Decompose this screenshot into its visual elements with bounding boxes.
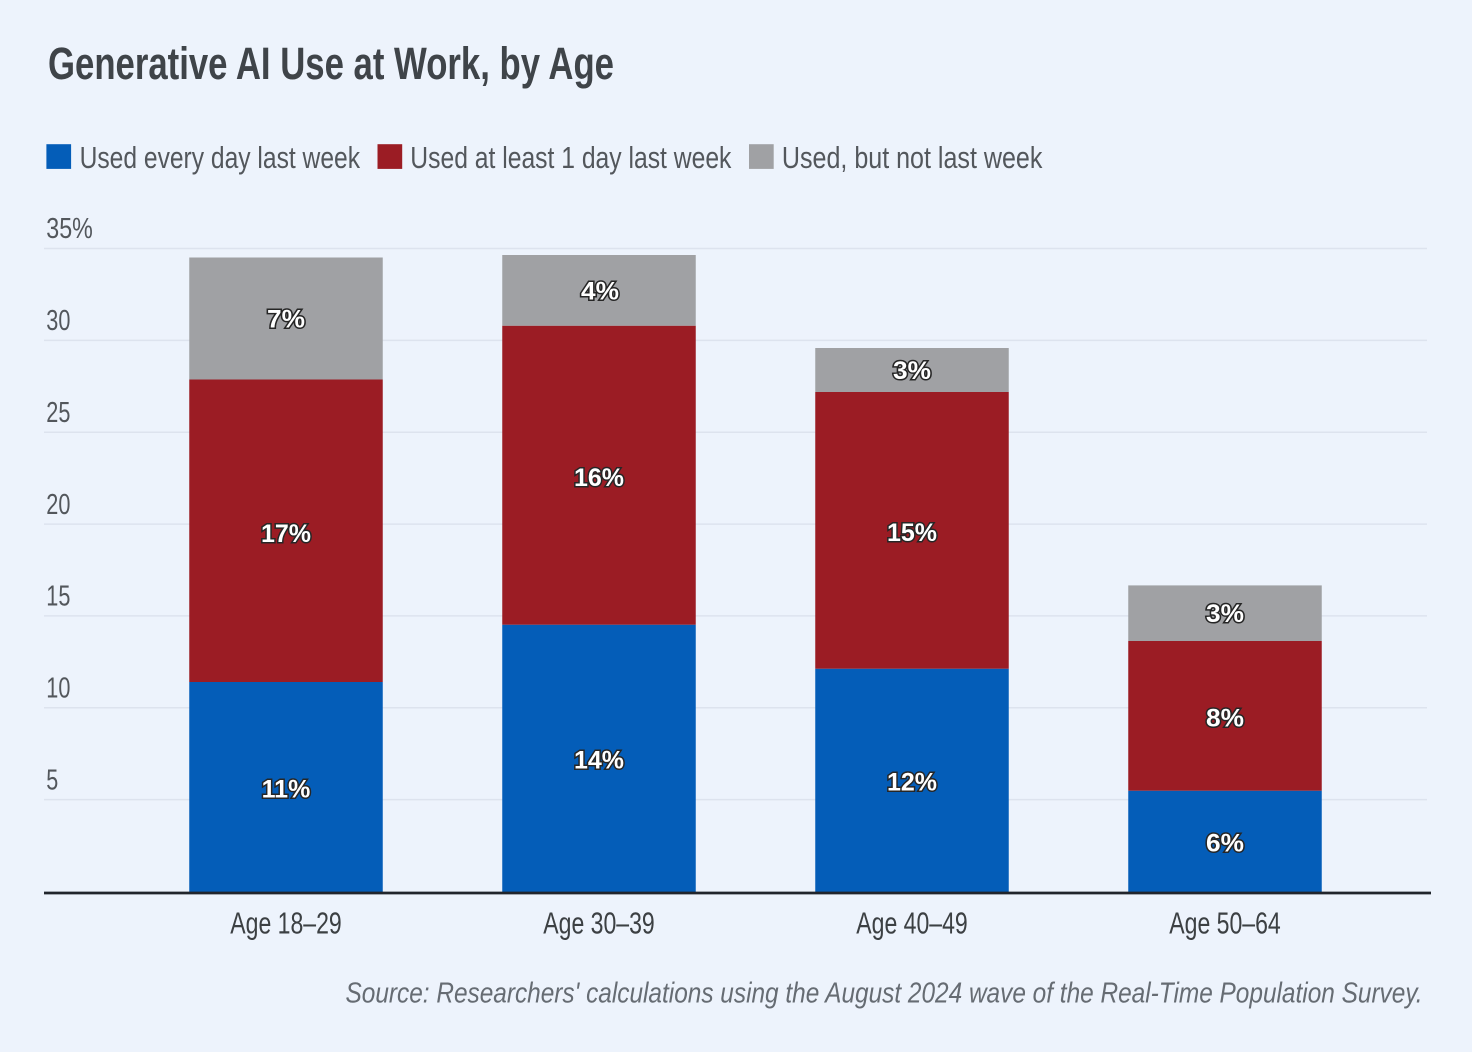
svg-text:7%: 7% bbox=[267, 306, 305, 334]
svg-text:Age 18–29: Age 18–29 bbox=[230, 905, 342, 940]
svg-text:Used every day last week: Used every day last week bbox=[80, 140, 361, 175]
svg-text:Age 30–39: Age 30–39 bbox=[543, 905, 655, 940]
svg-text:15: 15 bbox=[46, 581, 70, 613]
svg-text:10: 10 bbox=[46, 673, 70, 705]
svg-text:20: 20 bbox=[46, 489, 70, 521]
svg-text:25: 25 bbox=[46, 397, 70, 429]
svg-text:3%: 3% bbox=[1206, 600, 1244, 628]
svg-text:15%: 15% bbox=[887, 519, 937, 547]
svg-text:Used at least 1 day last week: Used at least 1 day last week bbox=[410, 140, 731, 175]
svg-text:3%: 3% bbox=[893, 357, 931, 385]
svg-text:Used, but not last week: Used, but not last week bbox=[782, 140, 1043, 175]
svg-text:4%: 4% bbox=[581, 278, 619, 306]
svg-text:12%: 12% bbox=[887, 769, 937, 797]
svg-text:6%: 6% bbox=[1206, 830, 1244, 858]
svg-text:5: 5 bbox=[46, 764, 58, 796]
svg-text:16%: 16% bbox=[574, 464, 624, 492]
svg-text:Generative AI Use at Work, by: Generative AI Use at Work, by Age bbox=[48, 38, 614, 89]
svg-text:Age 50–64: Age 50–64 bbox=[1169, 905, 1281, 940]
svg-text:35%: 35% bbox=[46, 213, 93, 245]
svg-text:Age 40–49: Age 40–49 bbox=[856, 905, 968, 940]
svg-text:8%: 8% bbox=[1206, 705, 1244, 733]
svg-text:11%: 11% bbox=[262, 776, 311, 804]
svg-text:30: 30 bbox=[46, 305, 70, 337]
svg-text:Source: Researchers' calculati: Source: Researchers' calculations using … bbox=[346, 978, 1423, 1010]
svg-text:14%: 14% bbox=[574, 747, 624, 775]
svg-text:17%: 17% bbox=[261, 520, 311, 548]
